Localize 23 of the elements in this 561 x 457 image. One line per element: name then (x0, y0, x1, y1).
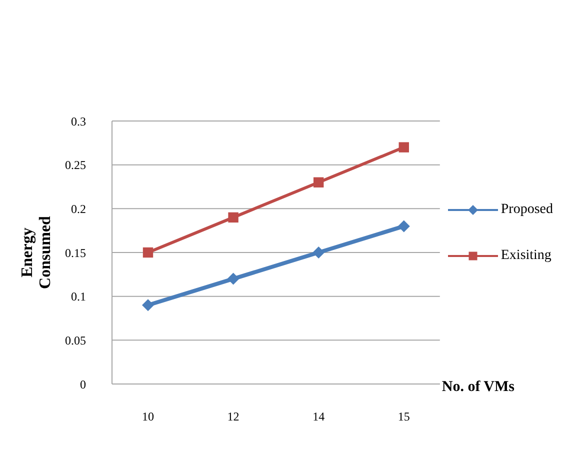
x-tick-label: 12 (227, 410, 240, 424)
y-tick-label: 0.25 (65, 158, 86, 172)
y-tick-label: 0.15 (65, 246, 86, 260)
point (312, 246, 325, 258)
point (228, 212, 238, 223)
y-tick-label: 0.3 (71, 114, 86, 128)
point (142, 247, 154, 258)
y-tick-label: 0.1 (71, 290, 86, 304)
point (398, 220, 410, 232)
y-tick-label: 0 (80, 377, 86, 392)
y-tick-label: 0.2 (71, 202, 86, 216)
x-axis-title: No. of VMs (442, 379, 515, 395)
x-tick-label: 15 (398, 410, 410, 424)
legend-label: Exisiting (500, 248, 552, 264)
x-tick-label: 10 (142, 410, 154, 424)
y-tick-label: 0.05 (65, 333, 86, 348)
x-tick-label: 14 (312, 410, 325, 424)
y-axis-title: Energy Consumed (19, 216, 54, 289)
point (227, 272, 240, 285)
legend-label: Proposed (500, 202, 553, 218)
point (142, 299, 154, 312)
point (313, 177, 324, 188)
point (398, 142, 409, 152)
